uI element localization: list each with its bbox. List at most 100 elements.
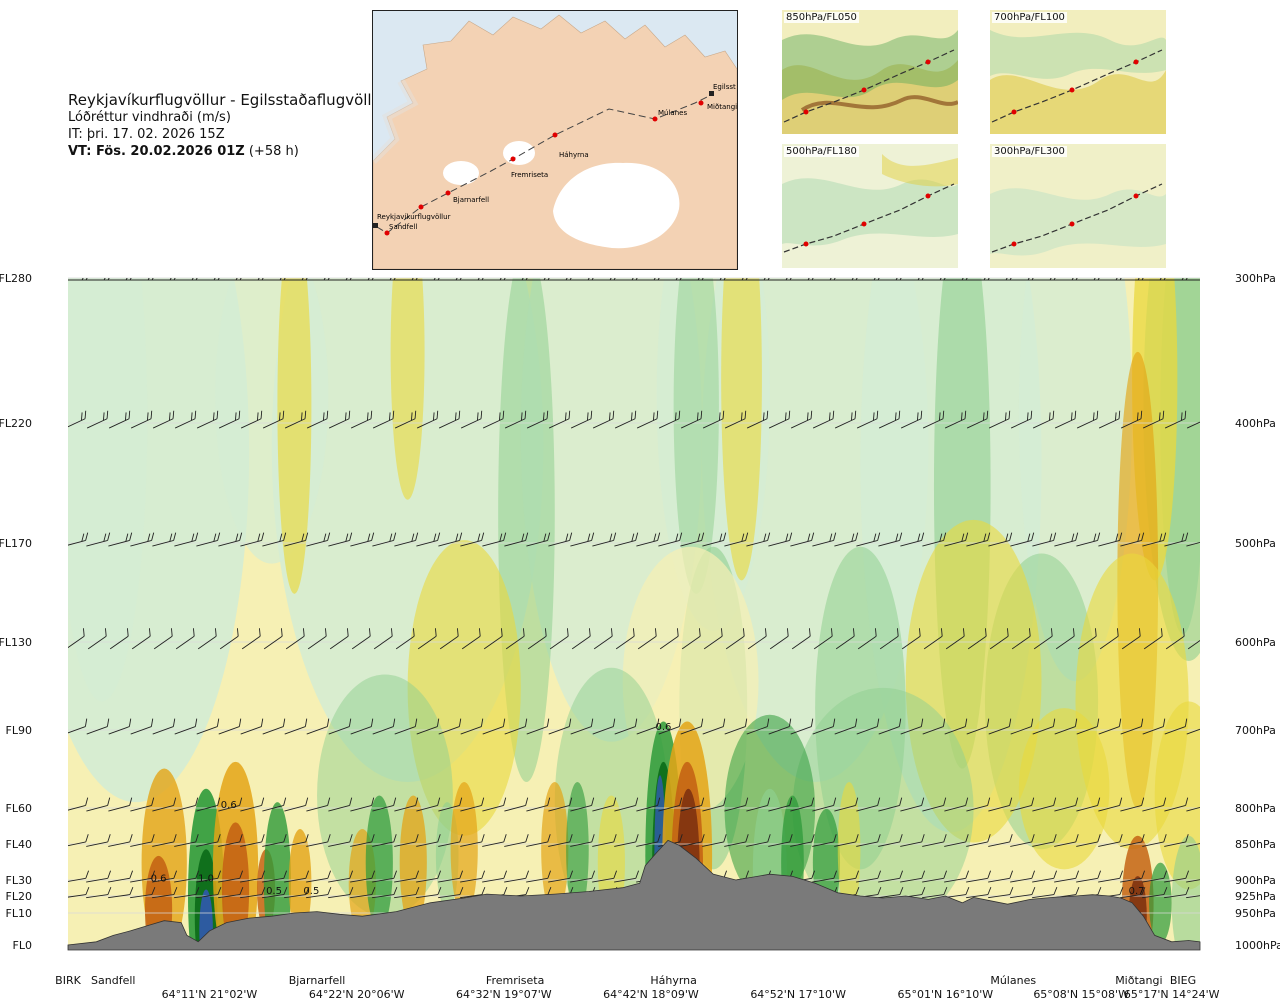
barb-shaft bbox=[307, 635, 327, 650]
wind-barb bbox=[196, 278, 220, 281]
barb-feather bbox=[1163, 870, 1167, 879]
barb-feather bbox=[591, 532, 595, 541]
wind-barb bbox=[922, 410, 945, 429]
barb-feather bbox=[875, 628, 877, 637]
wind-barb bbox=[482, 797, 507, 812]
barb-feather bbox=[191, 278, 194, 281]
barb-feather bbox=[960, 412, 963, 421]
barb-feather bbox=[301, 278, 304, 281]
wind-barb bbox=[1164, 797, 1189, 812]
barb-feather bbox=[1074, 410, 1077, 419]
barb-shaft bbox=[262, 804, 284, 812]
wind-barb bbox=[790, 278, 814, 281]
barb-feather bbox=[919, 628, 921, 637]
wind-barb bbox=[680, 410, 703, 429]
barb-shaft bbox=[218, 877, 240, 883]
wind-barb bbox=[504, 797, 529, 812]
wind-barb bbox=[306, 797, 331, 812]
wind-barb bbox=[702, 834, 727, 847]
barb-shaft bbox=[460, 804, 482, 812]
wind-barb bbox=[702, 410, 725, 429]
barb-shaft bbox=[1032, 804, 1054, 812]
barb-feather bbox=[85, 797, 89, 806]
barb-feather bbox=[520, 412, 523, 421]
barb-feather bbox=[744, 718, 748, 727]
barb-feather bbox=[569, 797, 573, 806]
barb-feather bbox=[656, 718, 660, 727]
wind-barb bbox=[570, 834, 595, 847]
barb-shaft bbox=[724, 841, 746, 847]
barb-feather bbox=[943, 886, 948, 895]
barb-shaft bbox=[878, 726, 900, 735]
wind-barb bbox=[548, 797, 573, 812]
barb-shaft bbox=[1010, 894, 1032, 899]
barb-feather bbox=[239, 886, 244, 895]
barb-feather bbox=[257, 278, 260, 281]
barb-feather bbox=[436, 718, 440, 727]
barb-shaft bbox=[482, 877, 504, 883]
wind-barb bbox=[394, 886, 420, 899]
barb-feather bbox=[1114, 412, 1117, 421]
barb-feather bbox=[542, 412, 545, 421]
wind-barb bbox=[438, 532, 463, 547]
barb-shaft bbox=[614, 804, 636, 812]
barb-shaft bbox=[615, 635, 635, 650]
barb-feather bbox=[631, 278, 634, 281]
barb-shaft bbox=[284, 726, 306, 735]
barb-feather bbox=[256, 412, 259, 421]
barb-shaft bbox=[438, 726, 460, 735]
value-label: 0.5 bbox=[303, 886, 319, 897]
barb-feather bbox=[1093, 533, 1097, 542]
wind-barb bbox=[416, 870, 441, 883]
barb-feather bbox=[699, 628, 701, 637]
wind-barb bbox=[130, 410, 153, 429]
barb-shaft bbox=[768, 841, 790, 847]
barb-feather bbox=[370, 718, 374, 727]
wind-barb bbox=[174, 870, 199, 883]
barb-feather bbox=[811, 278, 814, 281]
station-label: Bjarnarfell bbox=[289, 974, 346, 987]
barb-shaft bbox=[394, 726, 416, 735]
barb-shaft bbox=[1120, 894, 1142, 899]
wind-barb bbox=[1054, 870, 1079, 883]
wind-barb bbox=[438, 834, 463, 847]
wind-barb bbox=[988, 532, 1013, 547]
barb-feather bbox=[810, 410, 813, 419]
barb-feather bbox=[1119, 797, 1123, 806]
barb-shaft bbox=[416, 841, 438, 847]
barb-feather bbox=[807, 278, 810, 281]
wind-barb bbox=[218, 278, 242, 281]
barb-feather bbox=[920, 410, 923, 419]
barb-feather bbox=[413, 628, 415, 637]
wind-barb bbox=[966, 797, 991, 812]
wind-barb bbox=[636, 718, 660, 735]
barb-feather bbox=[477, 533, 481, 542]
wind-barb bbox=[416, 532, 441, 547]
wind-barb bbox=[218, 410, 241, 429]
barb-feather bbox=[129, 886, 134, 895]
mini-map-label: 700hPa/FL100 bbox=[992, 12, 1067, 23]
wind-barb bbox=[438, 278, 462, 281]
barb-feather bbox=[481, 870, 485, 879]
barb-shaft bbox=[372, 877, 394, 883]
wind-barb bbox=[240, 886, 266, 899]
barb-feather bbox=[678, 410, 681, 419]
wind-barb bbox=[922, 718, 946, 735]
barb-feather bbox=[1052, 410, 1055, 419]
barb-feather bbox=[435, 628, 437, 637]
barb-feather bbox=[872, 412, 875, 421]
wind-barb bbox=[108, 410, 131, 429]
y-tick-label-fl: FL170 bbox=[0, 537, 32, 550]
barb-feather bbox=[195, 797, 199, 806]
wind-barb bbox=[1187, 635, 1200, 650]
map-dot bbox=[445, 190, 451, 196]
barb-shaft bbox=[900, 841, 922, 847]
barb-shaft bbox=[725, 635, 745, 650]
barb-shaft bbox=[262, 877, 284, 883]
wind-barb bbox=[636, 532, 661, 547]
wind-barb bbox=[988, 718, 1012, 735]
barb-shaft bbox=[196, 726, 218, 735]
barb-shaft bbox=[856, 877, 878, 883]
barb-feather bbox=[1162, 410, 1165, 419]
barb-feather bbox=[128, 718, 132, 727]
